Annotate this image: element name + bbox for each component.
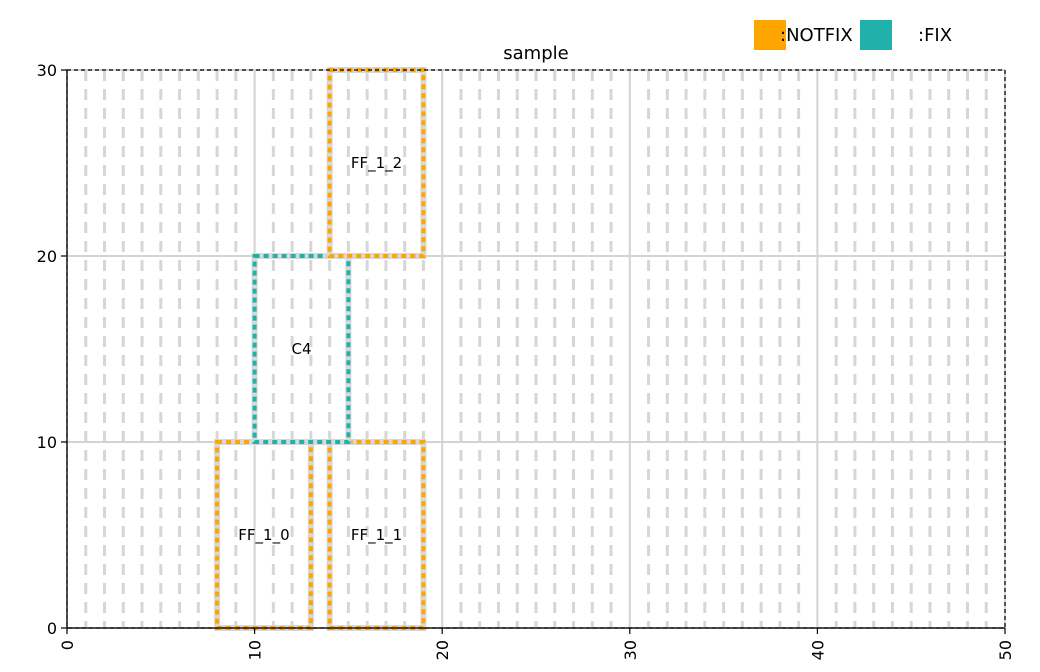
- block-outline: [252, 254, 351, 444]
- chart-title: sample: [503, 43, 568, 64]
- block-label: C4: [291, 340, 311, 358]
- y-tick-label: 0: [47, 619, 57, 638]
- block-label: FF_1_0: [238, 526, 289, 545]
- legend-swatch-fix: [860, 20, 892, 50]
- x-tick-label: 20: [433, 640, 452, 660]
- minor-dashed-columns: [84, 70, 988, 628]
- legend-label-fix: :FIX: [918, 25, 952, 46]
- x-tick-label: 10: [246, 640, 265, 660]
- axes: [66, 69, 1006, 629]
- legend-swatch-notfix: [754, 20, 786, 50]
- block-ff-1-2: FF_1_2: [326, 67, 427, 259]
- legend-label-notfix: :NOTFIX: [780, 25, 853, 46]
- block-label: FF_1_1: [351, 526, 402, 545]
- y-tick-label: 10: [37, 433, 57, 452]
- block-ff-1-0: FF_1_0: [214, 439, 314, 631]
- x-tick-label: 50: [996, 640, 1015, 660]
- x-tick-label: 40: [808, 640, 827, 660]
- x-tick-label: 30: [621, 640, 640, 660]
- legend: :NOTFIX :FIX: [754, 20, 952, 50]
- ticks: 0 10 20 30 40 50 0 10 20 30: [37, 61, 1015, 660]
- x-tick-label: 0: [58, 640, 77, 650]
- y-tick-label: 20: [37, 247, 57, 266]
- block-c4: C4: [251, 253, 352, 445]
- block-label: FF_1_2: [351, 154, 402, 173]
- y-tick-label: 30: [37, 61, 57, 80]
- placement-blocks: FF_1_0 FF_1_1 C4 FF_1_2: [214, 67, 427, 631]
- block-ff-1-1: FF_1_1: [326, 439, 427, 631]
